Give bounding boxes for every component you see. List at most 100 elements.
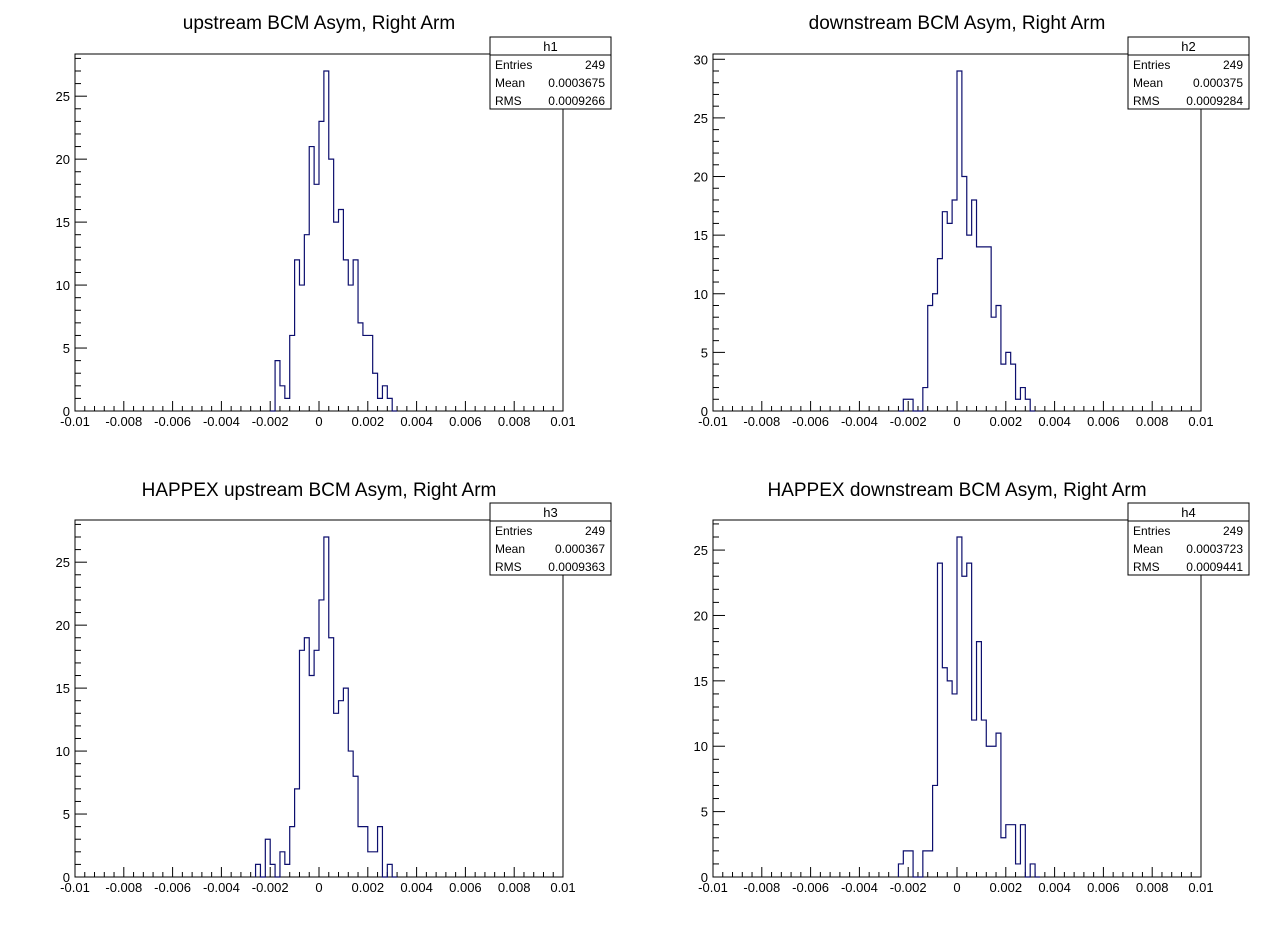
histogram-bin xyxy=(952,694,957,877)
y-tick-label: 0 xyxy=(63,404,70,419)
histogram-bin xyxy=(363,335,368,411)
x-tick-label: 0.004 xyxy=(1038,414,1071,429)
histogram-bin xyxy=(1020,825,1025,877)
stats-entries-value: 249 xyxy=(1223,58,1243,72)
x-tick-label: -0.004 xyxy=(203,880,240,895)
chart-title: HAPPEX downstream BCM Asym, Right Arm xyxy=(767,480,1146,501)
histogram-bin xyxy=(358,827,363,877)
x-tick-label: 0.006 xyxy=(449,414,482,429)
y-tick-label: 20 xyxy=(56,618,70,633)
x-tick-label: 0 xyxy=(315,880,322,895)
x-tick-label: -0.006 xyxy=(154,880,191,895)
x-tick-label: 0.008 xyxy=(1136,880,1169,895)
histogram-bin xyxy=(285,398,290,411)
stats-histogram-name: h2 xyxy=(1181,39,1195,54)
y-tick-label: 30 xyxy=(694,52,708,67)
histogram-bin xyxy=(339,210,344,411)
x-tick-label: -0.008 xyxy=(743,414,780,429)
x-tick-label: -0.008 xyxy=(743,880,780,895)
histogram-bin xyxy=(981,247,986,411)
histogram-bin xyxy=(933,294,938,411)
histogram-pad-4: HAPPEX downstream BCM Asym, Right Arm -0.… xyxy=(694,480,1250,895)
x-tick-label: 0 xyxy=(953,880,960,895)
x-tick-label: -0.002 xyxy=(252,414,289,429)
histogram-bin xyxy=(373,373,378,411)
stats-rms-value: 0.0009363 xyxy=(548,560,605,574)
stats-rms-label: RMS xyxy=(495,560,522,574)
histogram-bin xyxy=(937,563,942,877)
stats-box-frame xyxy=(489,36,612,110)
x-tick-label: -0.002 xyxy=(890,880,927,895)
stats-mean-value: 0.0003675 xyxy=(548,76,605,90)
histogram-bin xyxy=(373,852,378,877)
stats-box: h4 Entries 249 Mean 0.0003723 RMS 0.0009441 xyxy=(1127,502,1250,576)
x-tick-label: -0.002 xyxy=(890,414,927,429)
histogram-bin xyxy=(314,184,319,411)
histogram-line xyxy=(270,70,398,412)
stats-mean-label: Mean xyxy=(495,76,525,90)
histogram-pad-3: HAPPEX upstream BCM Asym, Right Arm -0.01… xyxy=(56,480,612,895)
stats-mean-label: Mean xyxy=(1133,542,1163,556)
histogram-bin xyxy=(986,746,991,877)
histogram-bin xyxy=(314,650,319,877)
histogram-bin xyxy=(353,260,358,411)
stats-rms-label: RMS xyxy=(1133,560,1160,574)
stats-rms-value: 0.0009441 xyxy=(1186,560,1243,574)
x-tick-label: -0.006 xyxy=(792,880,829,895)
histogram-bin xyxy=(962,177,967,411)
stats-rms-label: RMS xyxy=(495,94,522,108)
histogram-bin xyxy=(358,323,363,411)
x-tick-label: -0.008 xyxy=(105,414,142,429)
histogram-bin xyxy=(368,852,373,877)
histogram-bin xyxy=(299,650,304,877)
x-tick-label: 0.004 xyxy=(400,414,433,429)
histogram-bin xyxy=(977,247,982,411)
histogram-bin xyxy=(981,720,986,877)
histogram-bin xyxy=(942,212,947,411)
histogram-bin xyxy=(967,235,972,411)
histogram-bin xyxy=(343,260,348,411)
histogram-bin xyxy=(942,668,947,877)
stats-box: h2 Entries 249 Mean 0.000375 RMS 0.0009284 xyxy=(1127,36,1250,110)
histogram-bin xyxy=(972,200,977,411)
x-tick-label: 0 xyxy=(953,414,960,429)
histogram-bin xyxy=(324,537,329,877)
histogram-bin xyxy=(923,388,928,411)
stats-histogram-name: h1 xyxy=(543,39,557,54)
histogram-line xyxy=(898,70,1036,412)
histogram-bin xyxy=(368,335,373,411)
x-tick-label: 0.01 xyxy=(1188,414,1213,429)
stats-rms-value: 0.0009266 xyxy=(548,94,605,108)
chart-title: HAPPEX upstream BCM Asym, Right Arm xyxy=(142,480,497,501)
histogram-line xyxy=(254,536,398,878)
y-tick-label: 15 xyxy=(694,228,708,243)
stats-mean-value: 0.0003723 xyxy=(1186,542,1243,556)
y-tick-label: 5 xyxy=(63,807,70,822)
histogram-bin xyxy=(280,852,285,877)
histogram-bin xyxy=(387,398,392,411)
y-tick-label: 25 xyxy=(694,543,708,558)
histogram-bin xyxy=(1016,864,1021,877)
histogram-bin xyxy=(908,851,913,877)
stats-entries-value: 249 xyxy=(585,58,605,72)
histogram-bin xyxy=(348,751,353,877)
stats-mean-value: 0.000375 xyxy=(1193,76,1243,90)
stats-box-frame xyxy=(489,502,612,576)
histogram-bin xyxy=(1001,364,1006,411)
stats-entries-value: 249 xyxy=(585,524,605,538)
histogram-bin xyxy=(928,305,933,411)
histogram-bin xyxy=(329,638,334,877)
histogram-bin xyxy=(1011,364,1016,411)
histogram-pad-2: downstream BCM Asym, Right Arm -0.01 -0.00… xyxy=(694,13,1250,429)
x-tick-label: 0.01 xyxy=(550,414,575,429)
x-tick-label: 0.006 xyxy=(1087,414,1120,429)
y-tick-label: 10 xyxy=(56,278,70,293)
x-tick-label: 0 xyxy=(315,414,322,429)
x-tick-label: -0.004 xyxy=(841,414,878,429)
histogram-bin xyxy=(972,720,977,877)
histogram-bin xyxy=(947,223,952,411)
histogram-bin xyxy=(903,399,908,411)
stats-histogram-name: h3 xyxy=(543,505,557,520)
stats-entries-label: Entries xyxy=(495,58,532,72)
histogram-bin xyxy=(962,576,967,877)
